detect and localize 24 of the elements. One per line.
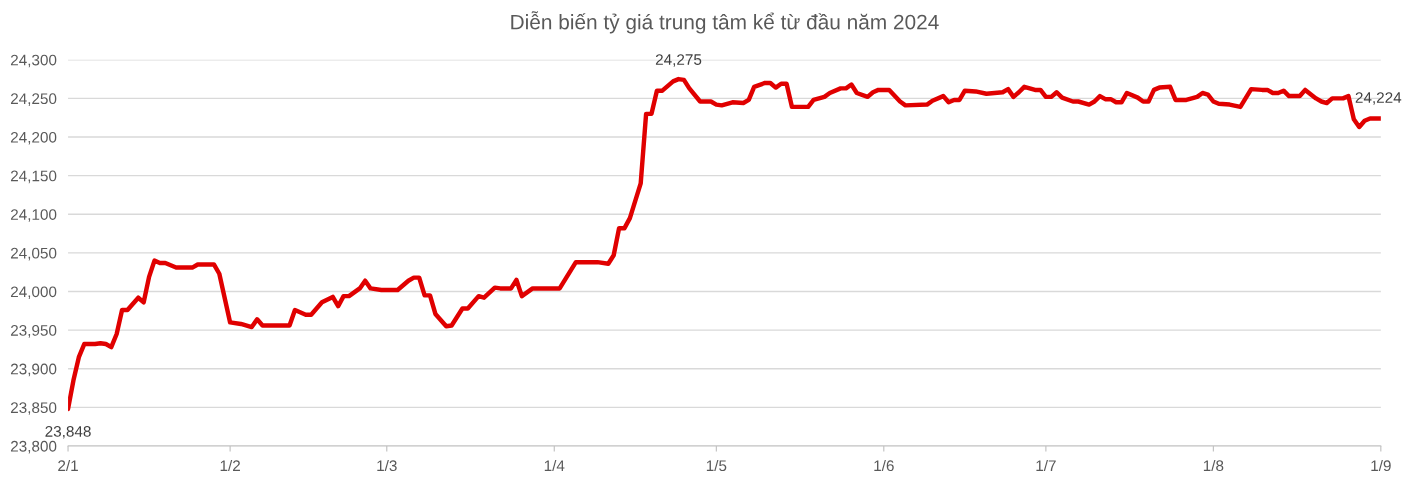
x-tick-label: 1/2 [220, 459, 240, 472]
x-tick-label: 1/9 [1371, 459, 1391, 472]
y-tick-label: 24,250 [10, 93, 57, 106]
chart-title: Diễn biến tỷ giá trung tâm kể từ đầu năm 2024 [511, 11, 939, 34]
y-tick-label: 23,850 [10, 402, 57, 415]
annotation: 24,275 [655, 54, 702, 67]
x-tick-label: 2/1 [58, 459, 78, 472]
x-tick-label: 1/7 [1036, 459, 1056, 472]
x-tick-label: 1/6 [874, 459, 894, 472]
y-tick-label: 23,950 [10, 325, 57, 338]
x-tick-label: 1/4 [544, 459, 565, 472]
y-tick-label: 24,200 [10, 131, 57, 145]
annotation: 24,224 [1355, 92, 1402, 105]
y-tick-label: 24,300 [10, 54, 57, 68]
x-tick-label: 1/8 [1203, 459, 1224, 472]
annotation: 23,848 [45, 425, 91, 439]
y-tick-label: 24,000 [10, 286, 57, 299]
y-tick-label: 24,100 [10, 209, 57, 222]
y-tick-label: 24,050 [10, 247, 57, 261]
x-tick-label: 1/5 [706, 459, 727, 472]
y-tick-label: 23,800 [10, 440, 57, 454]
x-tick-label: 1/3 [377, 459, 397, 472]
y-tick-label: 24,150 [10, 170, 57, 184]
y-tick-label: 23,900 [10, 363, 57, 377]
